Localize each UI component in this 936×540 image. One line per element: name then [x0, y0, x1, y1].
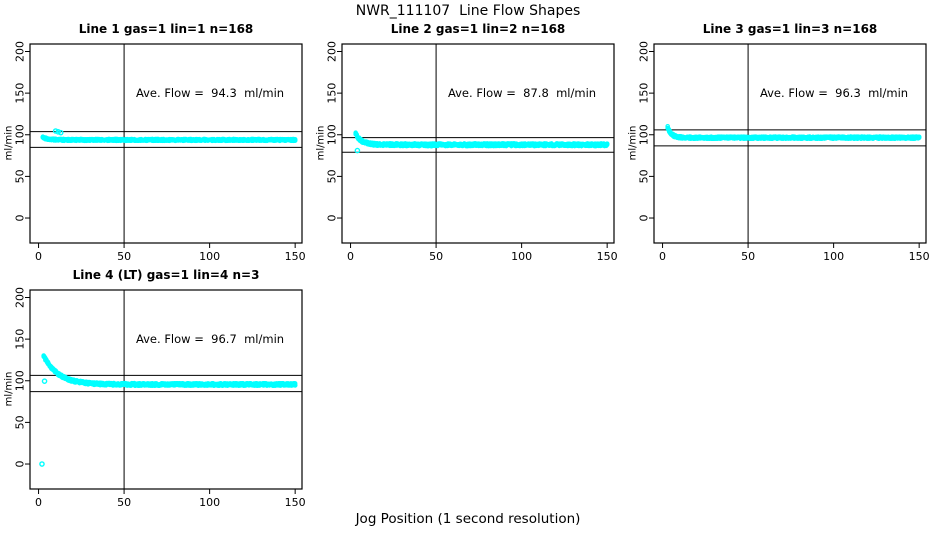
panel-2-title: Line 2 gas=1 lin=2 n=168 — [390, 22, 566, 36]
panel-1: Line 1 gas=1 lin=1 n=168 ml/min Ave. Flo… — [0, 20, 312, 270]
svg-text:150: 150 — [285, 496, 306, 509]
svg-text:100: 100 — [511, 250, 532, 263]
panel-1-plot: 0 50 100 150 0 50 100 150 200 — [14, 41, 306, 263]
svg-text:100: 100 — [14, 124, 27, 145]
svg-text:100: 100 — [199, 250, 220, 263]
svg-text:50: 50 — [14, 415, 27, 429]
svg-text:150: 150 — [909, 250, 930, 263]
svg-text:150: 150 — [597, 250, 618, 263]
panel-1-annotation: Ave. Flow = 94.3 ml/min — [135, 86, 285, 100]
svg-text:150: 150 — [14, 329, 27, 350]
panel-2-plot: 0 50 100 150 0 50 100 150 200 — [326, 41, 618, 263]
svg-text:0: 0 — [659, 250, 666, 263]
svg-text:200: 200 — [14, 41, 27, 62]
svg-text:50: 50 — [429, 250, 443, 263]
svg-text:150: 150 — [285, 250, 306, 263]
panel-4-plot: 0 50 100 150 0 50 100 150 200 — [14, 287, 306, 509]
svg-text:0: 0 — [326, 215, 339, 222]
svg-text:200: 200 — [14, 287, 27, 308]
svg-text:50: 50 — [326, 169, 339, 183]
svg-text:200: 200 — [638, 41, 651, 62]
svg-text:150: 150 — [638, 83, 651, 104]
svg-text:50: 50 — [14, 169, 27, 183]
panel-4: Line 4 (LT) gas=1 lin=4 n=3 ml/min Ave. … — [0, 266, 312, 516]
svg-text:0: 0 — [35, 250, 42, 263]
figure-title: NWR_111107 Line Flow Shapes — [355, 3, 581, 19]
svg-text:150: 150 — [14, 83, 27, 104]
svg-text:0: 0 — [14, 215, 27, 222]
panel-4-title: Line 4 (LT) gas=1 lin=4 n=3 — [72, 268, 260, 282]
svg-text:50: 50 — [638, 169, 651, 183]
svg-text:50: 50 — [741, 250, 755, 263]
svg-text:100: 100 — [326, 124, 339, 145]
svg-text:100: 100 — [14, 370, 27, 391]
x-axis-label: Jog Position (1 second resolution) — [355, 511, 581, 527]
panel-3-title: Line 3 gas=1 lin=3 n=168 — [702, 22, 878, 36]
svg-text:0: 0 — [14, 461, 27, 468]
panel-3-annotation: Ave. Flow = 96.3 ml/min — [759, 86, 909, 100]
panel-1-title: Line 1 gas=1 lin=1 n=168 — [78, 22, 254, 36]
svg-text:100: 100 — [638, 124, 651, 145]
panel-3: Line 3 gas=1 lin=3 n=168 ml/min Ave. Flo… — [624, 20, 936, 270]
panel-4-annotation: Ave. Flow = 96.7 ml/min — [135, 332, 285, 346]
svg-text:150: 150 — [326, 83, 339, 104]
svg-text:50: 50 — [117, 250, 131, 263]
panel-2: Line 2 gas=1 lin=2 n=168 ml/min Ave. Flo… — [312, 20, 624, 270]
panel-2-annotation: Ave. Flow = 87.8 ml/min — [447, 86, 597, 100]
svg-text:50: 50 — [117, 496, 131, 509]
svg-text:200: 200 — [326, 41, 339, 62]
svg-text:100: 100 — [823, 250, 844, 263]
svg-text:0: 0 — [347, 250, 354, 263]
panel-3-plot: 0 50 100 150 0 50 100 150 200 — [638, 41, 930, 263]
svg-text:0: 0 — [638, 215, 651, 222]
svg-text:100: 100 — [199, 496, 220, 509]
svg-text:0: 0 — [35, 496, 42, 509]
